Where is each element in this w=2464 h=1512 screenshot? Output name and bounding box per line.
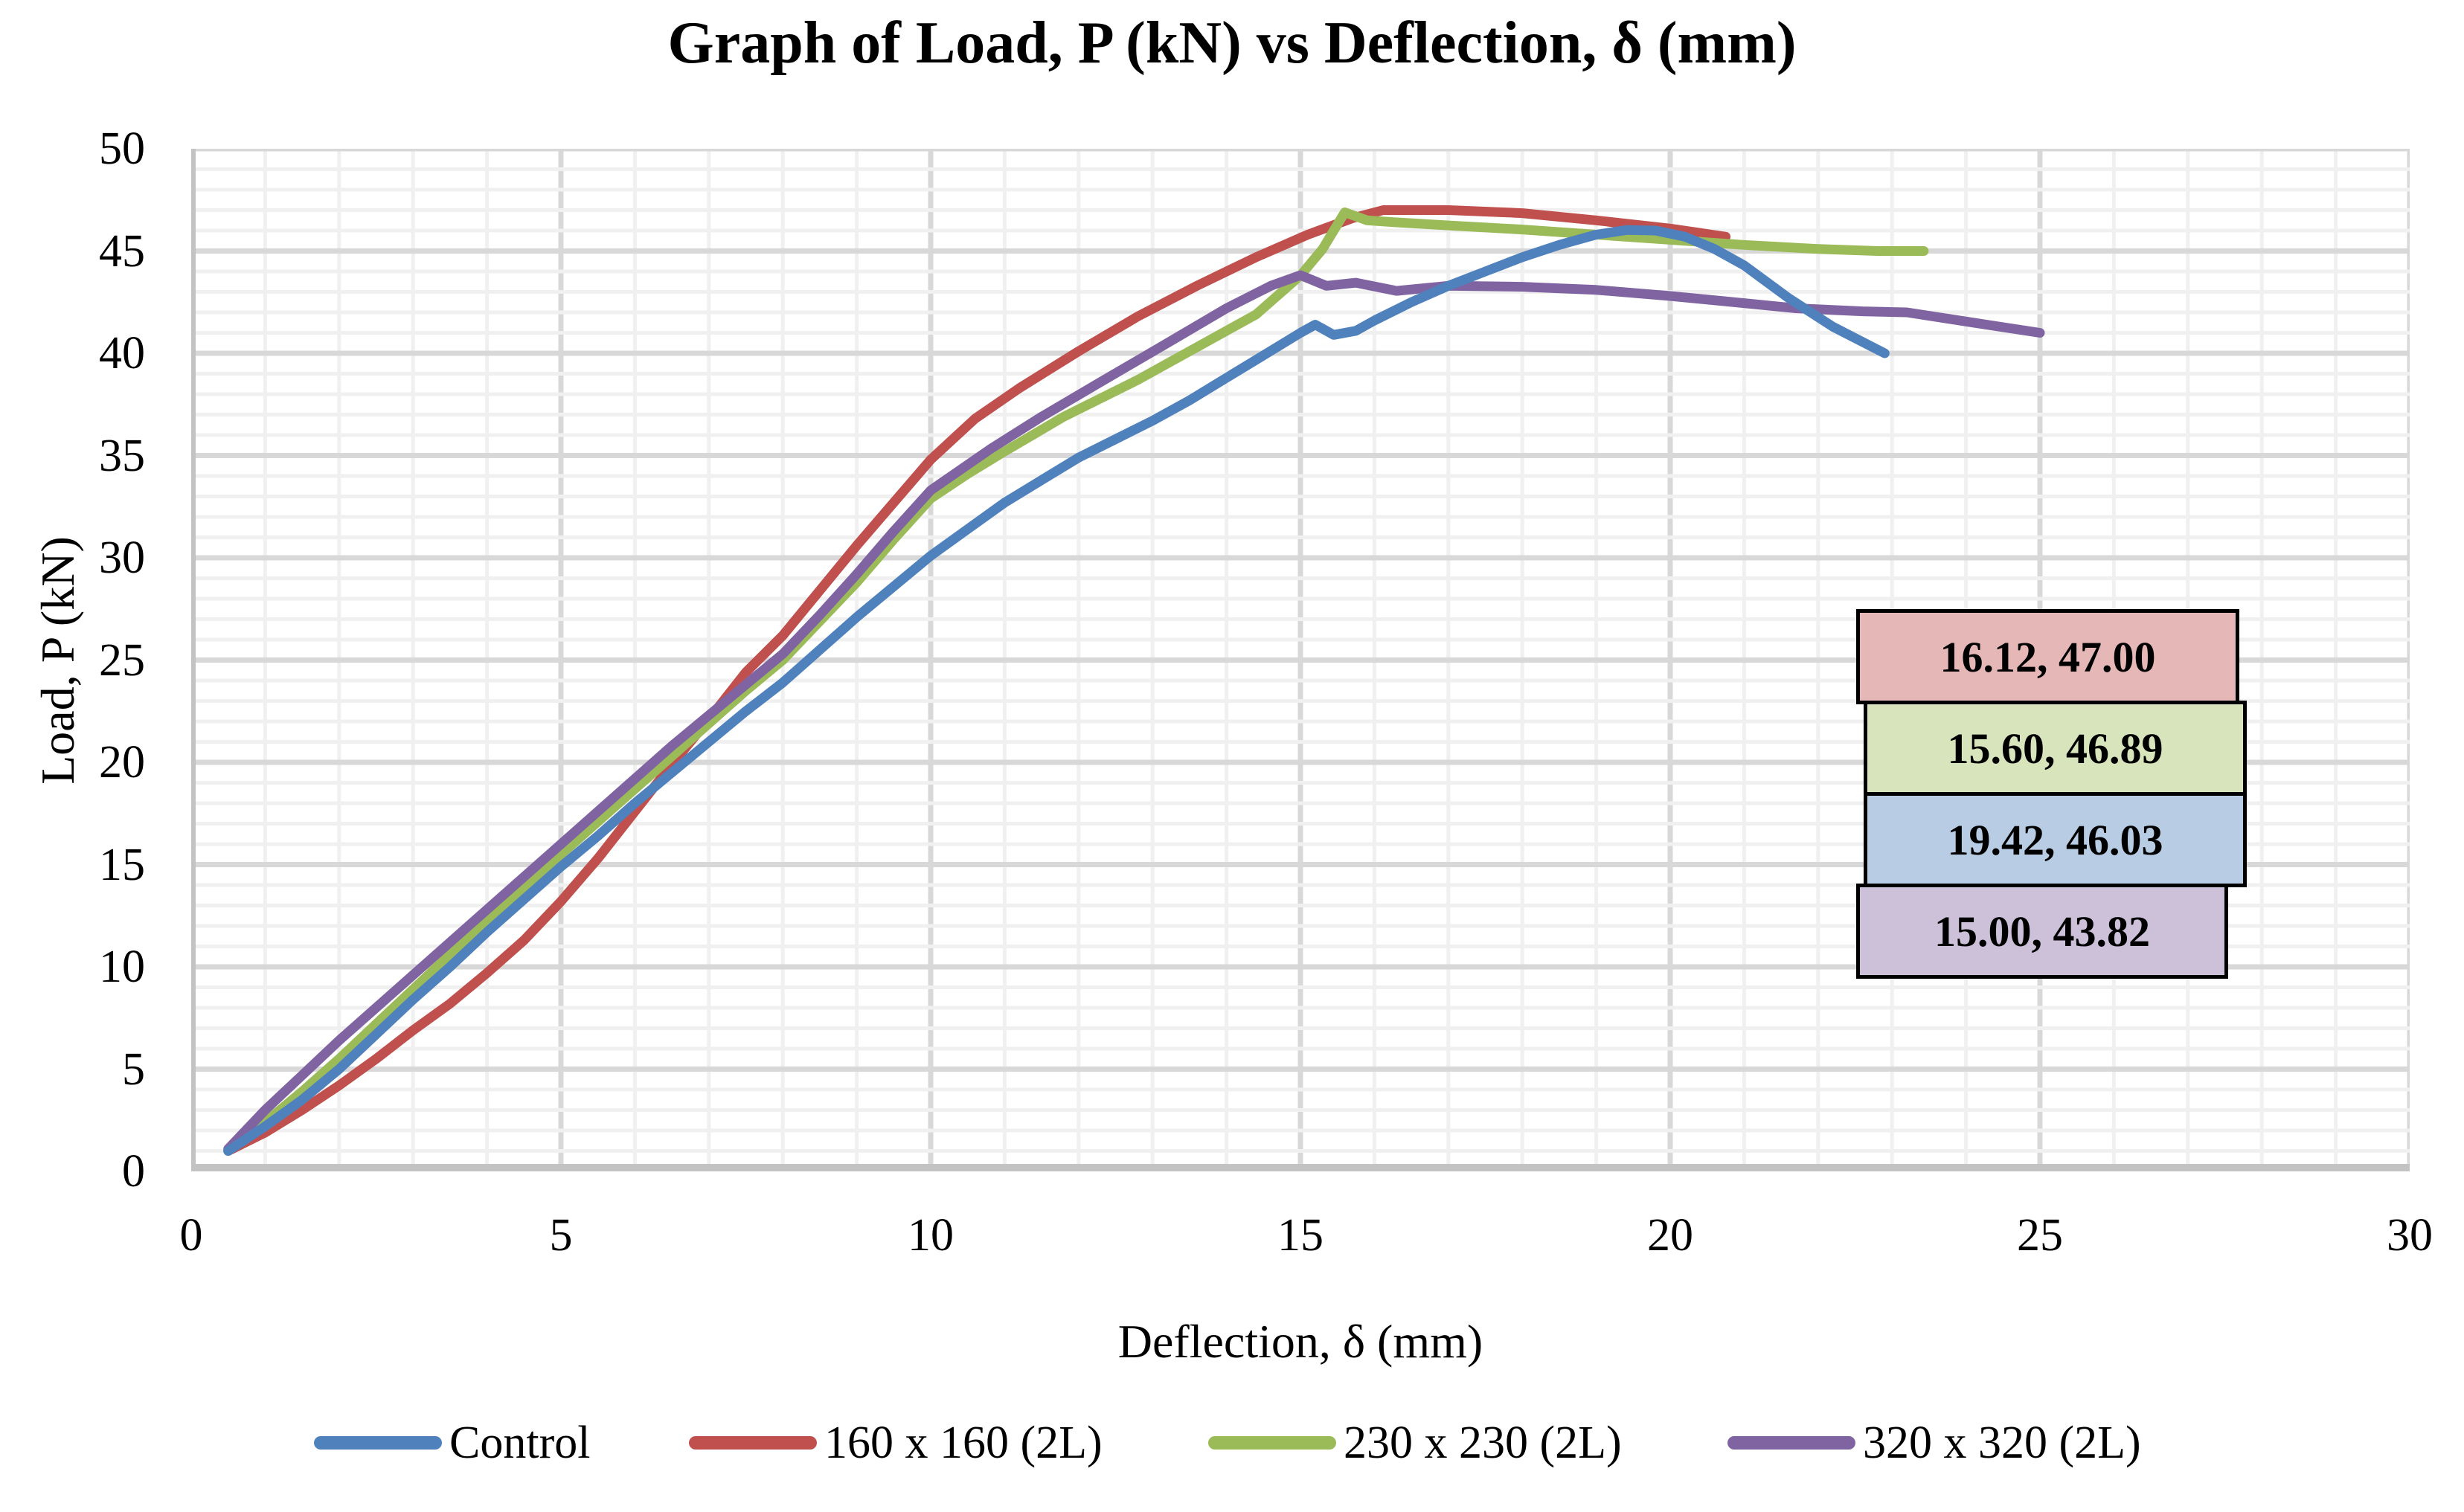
- y-tick-label: 45: [99, 225, 145, 277]
- x-tick-label: 30: [2387, 1210, 2433, 1261]
- legend: Control 160 x 160 (2L) 230 x 230 (2L) 32…: [0, 1413, 2464, 1473]
- y-tick-label: 20: [99, 737, 145, 788]
- y-tick-label: 10: [99, 942, 145, 992]
- y-tick-label: 40: [99, 328, 145, 379]
- y-tick-label: 25: [99, 634, 145, 686]
- legend-item-320x320: 320 x 320 (2L): [1727, 1413, 2141, 1473]
- callout-control: 19.42, 46.03: [1864, 792, 2247, 887]
- legend-label-320x320: 320 x 320 (2L): [1863, 1418, 2141, 1468]
- callout-230x230: 15.60, 46.89: [1864, 701, 2247, 796]
- peak-callout-box: 16.12, 47.00 15.60, 46.89 19.42, 46.03 1…: [1856, 609, 2247, 979]
- legend-swatch-160x160: [689, 1436, 817, 1450]
- legend-item-160x160: 160 x 160 (2L): [689, 1413, 1103, 1473]
- x-tick-label: 10: [908, 1210, 954, 1261]
- legend-item-control: Control: [314, 1413, 590, 1473]
- y-tick-label: 50: [99, 123, 145, 174]
- y-tick-label: 15: [99, 839, 145, 890]
- legend-label-160x160: 160 x 160 (2L): [824, 1418, 1103, 1468]
- series-control-line: [223, 225, 1890, 1156]
- y-tick-label: 5: [122, 1043, 145, 1095]
- callout-320x320: 15.00, 43.82: [1856, 884, 2228, 979]
- x-tick-label: 20: [1647, 1210, 1693, 1261]
- legend-label-230x230: 230 x 230 (2L): [1344, 1418, 1622, 1468]
- legend-swatch-320x320: [1727, 1436, 1855, 1450]
- series-160-x-160-2l-line: [223, 205, 1731, 1156]
- x-tick-label: 15: [1277, 1210, 1324, 1261]
- y-tick-label: 35: [99, 430, 145, 481]
- y-tick-label: 30: [99, 533, 145, 583]
- x-tick-label: 25: [2017, 1210, 2063, 1261]
- x-tick-label: 5: [549, 1210, 573, 1261]
- x-axis-title: Deflection, δ (mm): [1117, 1315, 1483, 1368]
- legend-swatch-230x230: [1208, 1436, 1336, 1450]
- legend-label-control: Control: [449, 1418, 591, 1468]
- series-320-x-320-2l-line: [223, 270, 2045, 1154]
- x-tick-label: 0: [179, 1210, 203, 1261]
- legend-item-230x230: 230 x 230 (2L): [1208, 1413, 1622, 1473]
- series-230-x-230-2l-line: [223, 208, 1929, 1156]
- callout-160x160: 16.12, 47.00: [1856, 609, 2239, 704]
- chart-title: Graph of Load, P (kN) vs Deflection, δ (…: [667, 10, 1797, 76]
- y-tick-label: 0: [122, 1146, 145, 1197]
- legend-swatch-control: [314, 1436, 442, 1450]
